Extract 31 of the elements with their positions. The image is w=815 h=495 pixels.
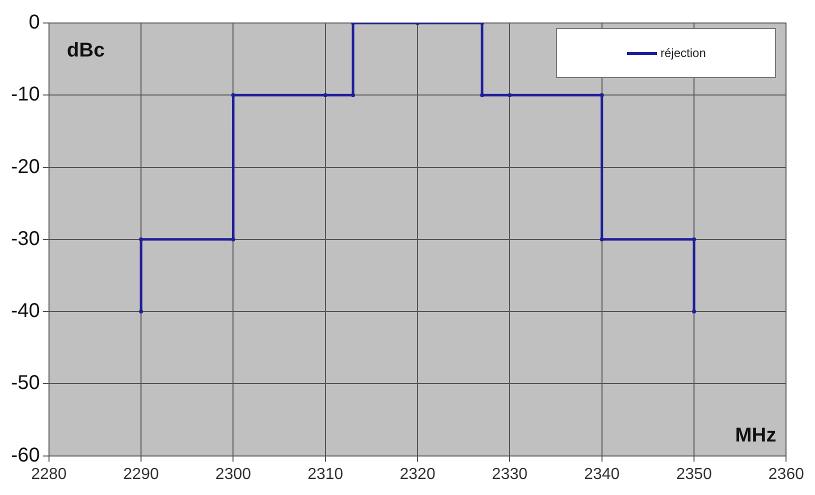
- point: [480, 93, 484, 98]
- point: [692, 310, 696, 314]
- point: [231, 237, 236, 242]
- y-axis-title: dBc: [66, 40, 105, 62]
- x-tick-label: 2310: [308, 466, 344, 483]
- point: [600, 93, 604, 98]
- y-tick-label: -10: [11, 84, 40, 106]
- x-tick-label: 2350: [676, 466, 712, 483]
- point: [323, 93, 328, 98]
- y-tick-label: -20: [11, 156, 40, 178]
- point: [508, 93, 512, 98]
- point: [139, 310, 144, 314]
- point: [139, 237, 144, 242]
- x-tick-label: 2340: [584, 466, 620, 483]
- x-tick-label: 2330: [492, 466, 528, 483]
- point: [231, 93, 236, 98]
- x-axis-title: MHz: [735, 424, 776, 446]
- x-tick-label: 2290: [123, 466, 159, 483]
- y-tick-label: -50: [11, 372, 40, 394]
- y-tick-label: 0: [28, 12, 40, 34]
- y-tick-label: -30: [11, 228, 40, 250]
- x-tick-label: 2280: [31, 466, 67, 483]
- point: [600, 237, 604, 242]
- x-tick-label: 2360: [768, 466, 804, 483]
- y-tick-label: -40: [11, 300, 40, 322]
- y-tick-label: -60: [11, 444, 40, 466]
- x-tick-label: 2300: [215, 466, 252, 483]
- point: [692, 237, 696, 242]
- x-tick-label: 2320: [400, 466, 436, 483]
- point: [351, 93, 356, 98]
- legend-label: réjection: [660, 46, 706, 60]
